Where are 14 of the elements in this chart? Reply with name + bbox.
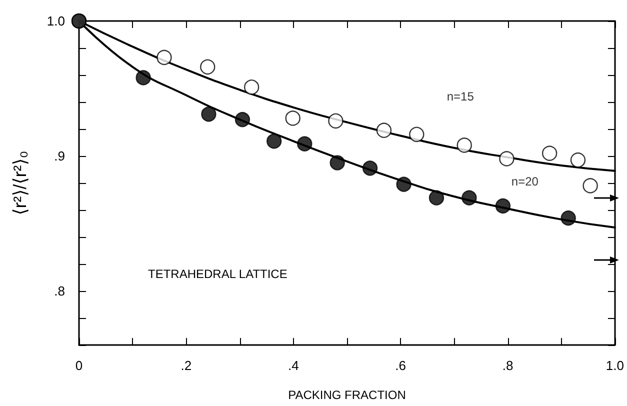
x-axis-title: PACKING FRACTION (288, 388, 406, 402)
y-tick-label: .9 (54, 148, 65, 164)
annotation: TETRAHEDRAL LATTICE (148, 267, 288, 281)
x-tick-label: .4 (288, 358, 299, 373)
x-tick-label: .2 (180, 358, 192, 373)
series-label: n=20 (511, 174, 539, 188)
y-axis-title: ⟨r²⟩/⟨r²⟩₀ (10, 150, 30, 216)
y-tick-label: 1.0 (46, 14, 65, 28)
text: n=15 (446, 90, 474, 104)
x-tick-label: 0 (75, 358, 83, 373)
x-tick-label: .6 (395, 358, 406, 373)
y-tick-label: .8 (54, 284, 65, 298)
x-tick-label: .8 (502, 358, 514, 373)
x-tick-label: 1.0 (606, 358, 624, 373)
